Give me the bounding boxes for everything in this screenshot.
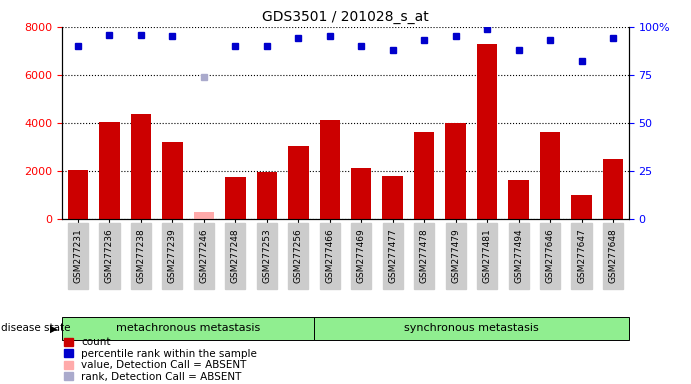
Legend: count, percentile rank within the sample, value, Detection Call = ABSENT, rank, : count, percentile rank within the sample… (62, 335, 259, 384)
Bar (383, 176, 403, 219)
Bar (351, 169, 372, 219)
Text: disease state: disease state (1, 323, 71, 333)
Bar (100, 122, 120, 219)
Text: ▶: ▶ (50, 323, 57, 333)
Title: GDS3501 / 201028_s_at: GDS3501 / 201028_s_at (262, 10, 429, 25)
Bar (509, 180, 529, 219)
Bar (256, 172, 277, 219)
Bar (477, 44, 498, 219)
Bar (314, 317, 629, 340)
Bar (319, 121, 340, 219)
Bar (131, 114, 151, 219)
Bar (225, 177, 245, 219)
Bar (193, 212, 214, 219)
Bar (68, 170, 88, 219)
Bar (62, 317, 314, 340)
Bar (446, 123, 466, 219)
Bar (288, 146, 308, 219)
Bar (571, 195, 591, 219)
Bar (162, 142, 182, 219)
Bar (603, 159, 623, 219)
Bar (540, 132, 560, 219)
Bar (414, 132, 435, 219)
Text: metachronous metastasis: metachronous metastasis (116, 323, 261, 333)
Text: synchronous metastasis: synchronous metastasis (404, 323, 539, 333)
